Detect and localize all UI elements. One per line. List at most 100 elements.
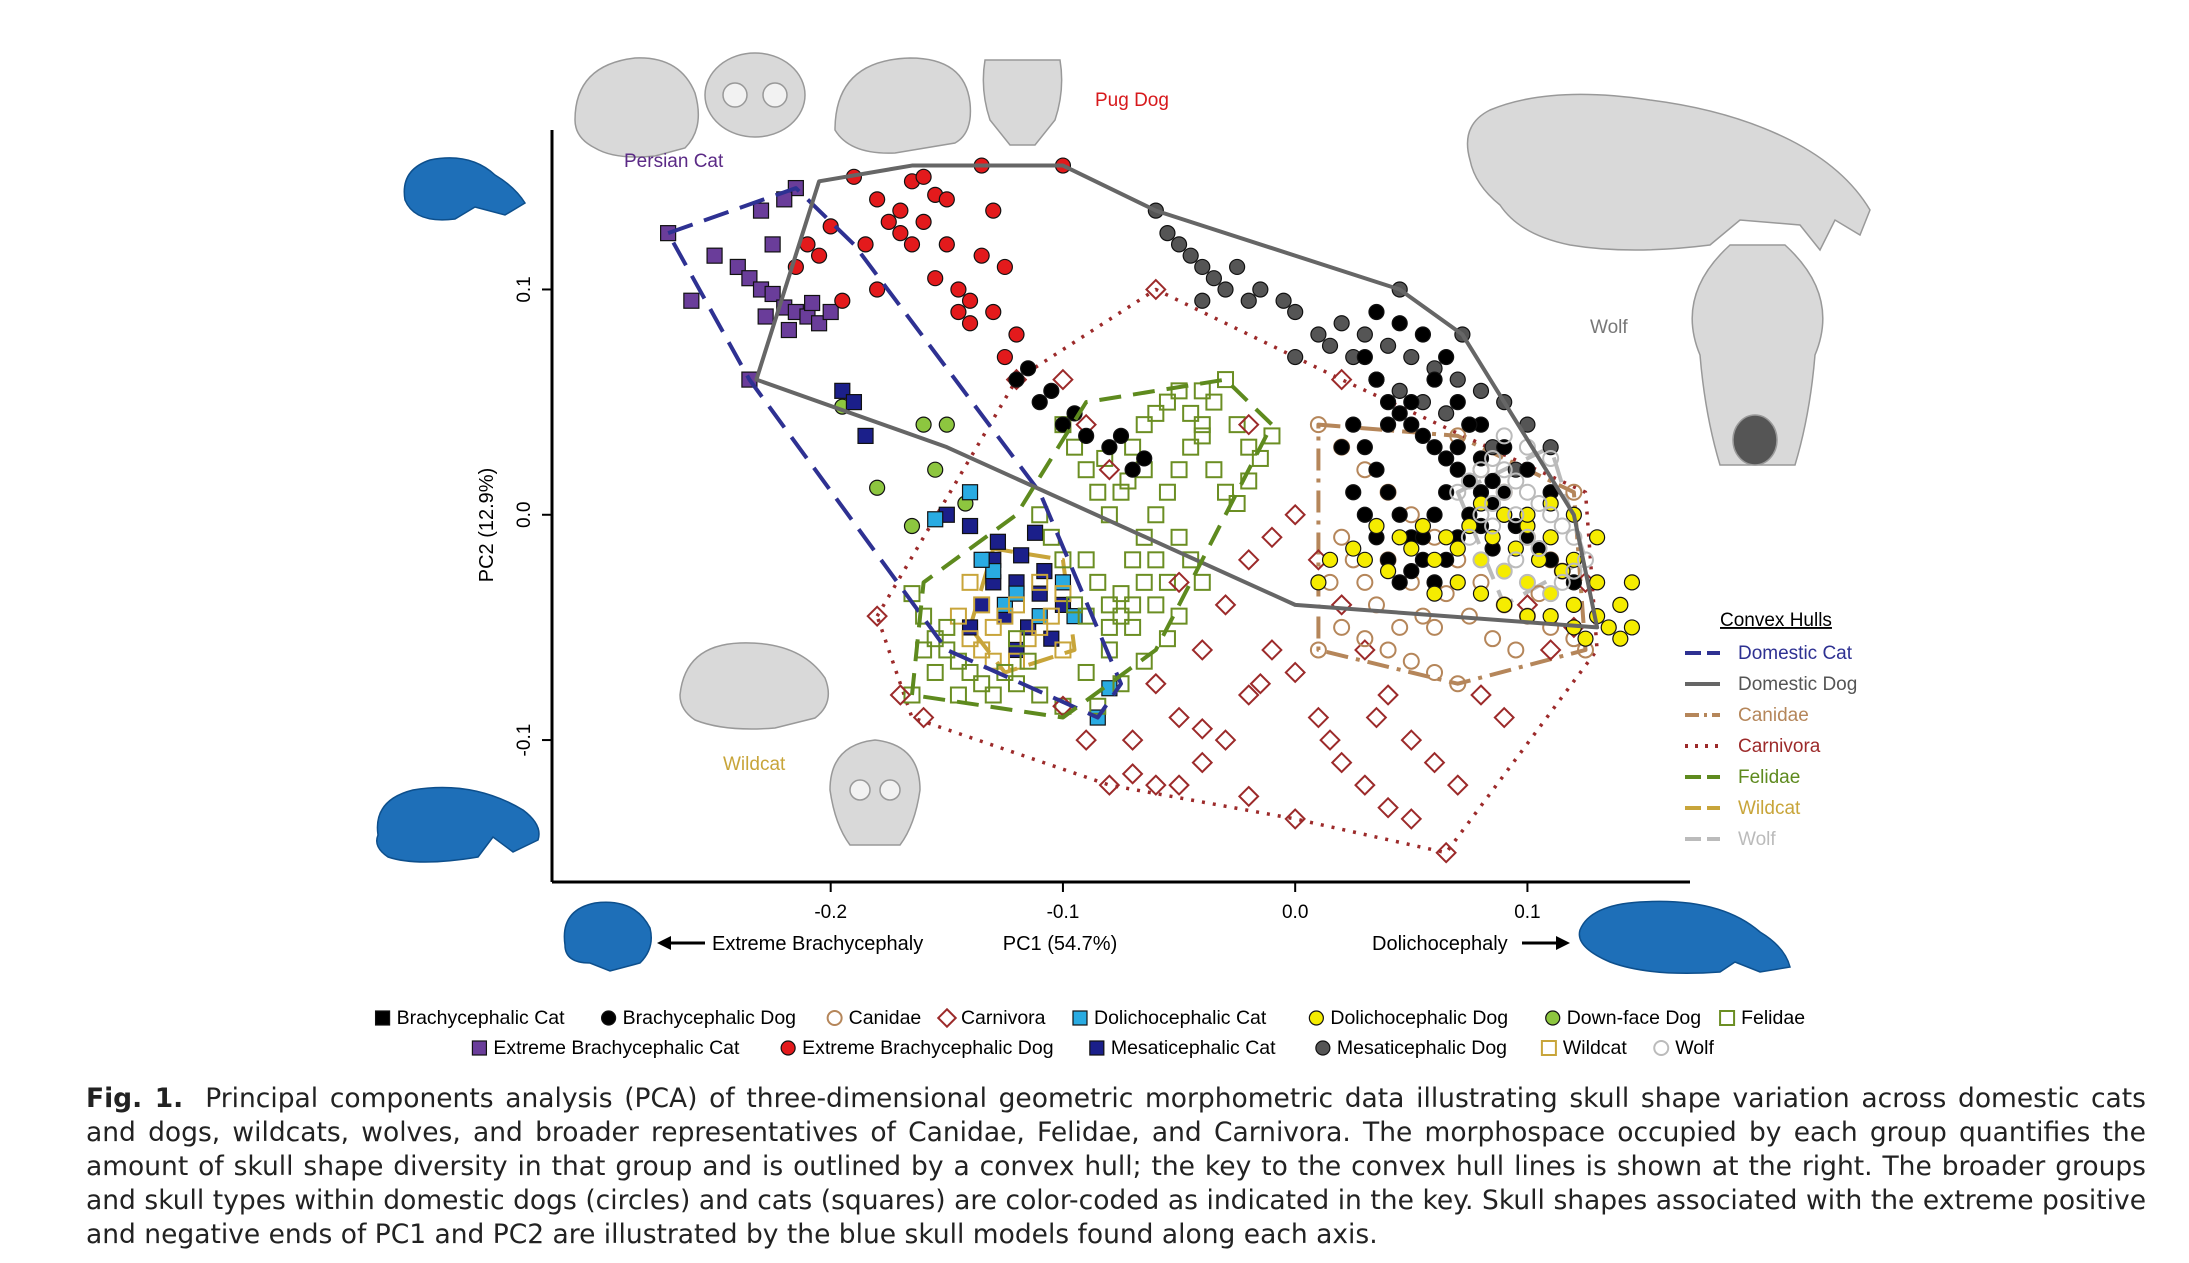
point-carnivora	[1377, 796, 1399, 819]
point-mesaticephalic-dog	[1275, 292, 1292, 309]
hull-legend-title: Convex Hulls	[1720, 610, 1832, 631]
point-brachycephalic-dog	[1043, 382, 1060, 399]
point-carnivora	[1330, 751, 1353, 774]
point-carnivora	[1493, 706, 1515, 729]
point-wolf	[1553, 573, 1571, 591]
point-dolichocephalic-cat	[973, 551, 990, 568]
legend-label-brachycephalic-dog: Brachycephalic Dog	[623, 1007, 796, 1029]
point-brachycephalic-dog	[1426, 371, 1443, 388]
point-dolichocephalic-dog	[1426, 585, 1443, 602]
point-felidae	[1170, 528, 1188, 546]
legend-marker-wolf	[1653, 1040, 1670, 1056]
point-wolf	[1565, 562, 1583, 580]
point-extreme-brachycephalic-dog	[985, 303, 1002, 321]
point-mesaticephalic-dog	[1194, 258, 1211, 276]
legend-label-wildcat: Wildcat	[1563, 1037, 1628, 1059]
point-dolichocephalic-cat	[927, 511, 944, 528]
point-down-face-dog	[903, 517, 921, 535]
point-brachycephalic-dog	[1449, 394, 1466, 411]
persian-cat-label: Persian Cat	[624, 151, 724, 172]
point-brachycephalic-dog	[1356, 439, 1373, 456]
hull-legend-label-wolf: Wolf	[1738, 829, 1776, 850]
point-carnivora	[1377, 684, 1399, 706]
point-felidae	[1147, 551, 1165, 569]
point-carnivora	[1319, 729, 1341, 751]
legend-label-down-face-dog: Down-face Dog	[1567, 1007, 1701, 1029]
point-felidae	[1182, 404, 1200, 422]
point-felidae	[1112, 585, 1130, 603]
point-carnivora	[1330, 368, 1353, 391]
point-carnivora	[1121, 729, 1144, 751]
point-extreme-brachycephalic-dog	[892, 225, 909, 242]
point-wolf	[1542, 506, 1560, 524]
point-mesaticephalic-dog	[1403, 348, 1420, 366]
right-arrowhead-icon	[1556, 936, 1570, 950]
point-wolf	[1495, 461, 1513, 479]
legend-marker-felidae	[1719, 1010, 1736, 1026]
point-wildcat	[1031, 618, 1049, 636]
point-down-face-dog	[869, 479, 886, 496]
hull-wolf	[1455, 445, 1588, 607]
point-mesaticephalic-cat	[961, 619, 979, 636]
point-felidae	[926, 663, 944, 681]
point-mesaticephalic-dog	[1438, 405, 1455, 422]
point-dolichocephalic-dog	[1542, 529, 1559, 546]
point-extreme-brachycephalic-dog	[938, 191, 955, 208]
skull-illustrations	[376, 52, 1871, 974]
point-carnivora	[1145, 278, 1167, 301]
point-brachycephalic-dog	[1414, 427, 1432, 445]
point-felidae	[938, 618, 956, 636]
point-extreme-brachycephalic-dog	[915, 213, 932, 230]
point-canidae	[1356, 573, 1374, 591]
point-mesaticephalic-dog	[1321, 337, 1339, 354]
point-felidae	[1089, 483, 1107, 501]
legend-marker-mesaticephalic-cat	[1089, 1040, 1105, 1056]
point-dolichocephalic-dog	[1542, 608, 1559, 625]
point-mesaticephalic-dog	[1391, 382, 1408, 399]
hull-legend-label-domestic-dog: Domestic Dog	[1738, 674, 1857, 695]
point-felidae	[1124, 551, 1142, 569]
point-brachycephalic-dog	[1391, 574, 1408, 591]
point-mesaticephalic-cat	[989, 533, 1007, 550]
point-extreme-brachycephalic-dog	[973, 247, 990, 264]
point-dolichocephalic-dog	[1472, 585, 1490, 602]
point-wolf	[1530, 540, 1548, 558]
point-extreme-brachycephalic-dog	[938, 236, 955, 253]
point-carnivora	[1145, 672, 1167, 695]
point-extreme-brachycephalic-cat	[706, 247, 723, 264]
point-carnivora	[912, 706, 935, 729]
point-wildcat	[996, 607, 1014, 625]
point-felidae	[938, 641, 956, 659]
convex-hull-legend: Convex Hulls Domestic Cat Domestic Dog Can…	[1685, 610, 1857, 850]
point-felidae	[1124, 596, 1142, 614]
point-mesaticephalic-dog	[1252, 281, 1269, 298]
point-canidae	[1391, 618, 1409, 636]
point-brachycephalic-dog	[1020, 360, 1037, 377]
point-canidae	[1449, 675, 1467, 693]
point-brachycephalic-dog	[1403, 562, 1420, 580]
point-extreme-brachycephalic-dog	[996, 348, 1013, 366]
point-felidae	[1170, 461, 1188, 479]
point-mesaticephalic-cat	[1013, 547, 1030, 564]
point-wildcat	[1031, 573, 1049, 591]
hull-carnivora	[875, 287, 1599, 855]
point-extreme-brachycephalic-cat	[822, 303, 839, 321]
hull-felidae	[909, 377, 1274, 720]
point-dolichocephalic-dog	[1414, 517, 1432, 535]
point-brachycephalic-dog	[1391, 315, 1408, 332]
point-dolichocephalic-dog	[1391, 529, 1408, 546]
point-felidae	[1147, 404, 1165, 422]
point-canidae	[1333, 528, 1351, 546]
point-extreme-brachycephalic-dog	[950, 303, 967, 321]
point-mesaticephalic-dog	[1449, 371, 1466, 388]
point-wolf	[1495, 483, 1513, 501]
point-carnivora	[1237, 549, 1260, 571]
pc2-positive-blue-skull-icon	[403, 157, 527, 221]
point-dolichocephalic-dog	[1438, 529, 1455, 546]
hull-legend-label-carnivora: Carnivora	[1738, 736, 1821, 757]
y-tick-label: -0.1	[514, 724, 535, 757]
point-brachycephalic-dog	[1124, 461, 1141, 478]
point-dolichocephalic-dog	[1612, 630, 1629, 647]
point-carnivora	[1284, 661, 1306, 684]
point-mesaticephalic-cat	[1043, 630, 1060, 647]
